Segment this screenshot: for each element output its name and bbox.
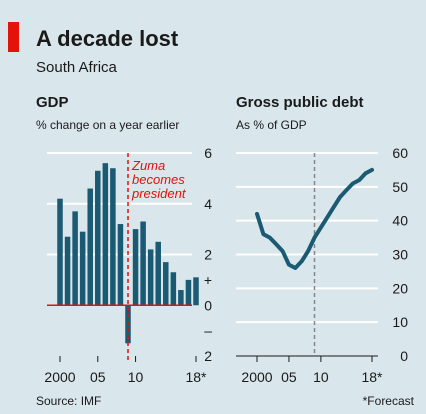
gdp-bar: [147, 249, 154, 306]
debt-x-tick-label: 2000: [241, 369, 272, 385]
source-note: Source: IMF: [36, 394, 102, 408]
gdp-x-tick-label: 10: [128, 369, 144, 385]
gdp-bar: [132, 229, 139, 306]
debt-line: [255, 167, 374, 270]
gdp-bar: [117, 224, 124, 306]
gdp-bar: [155, 241, 161, 306]
gdp-bar: [95, 170, 101, 306]
debt-y-tick-label: 20: [392, 280, 408, 296]
debt-y-tick-label: 40: [392, 213, 408, 229]
debt-y-tick-label: 30: [392, 247, 408, 263]
debt-y-tick-label: 60: [392, 145, 408, 161]
gdp-bar: [163, 262, 169, 306]
debt-panel-subtitle: As % of GDP: [236, 118, 307, 132]
gdp-y-tick-label: 2: [204, 247, 212, 263]
gdp-bar: [110, 168, 116, 306]
forecast-note: *Forecast: [362, 394, 414, 408]
gdp-x-tick-label: 2000: [44, 369, 75, 385]
debt-y-tick-label: 10: [392, 314, 408, 330]
gdp-bar: [87, 188, 93, 306]
debt-y-tick-label: 0: [400, 348, 408, 364]
gdp-x-tick-label: 18*: [185, 369, 207, 385]
gdp-bar: [64, 236, 71, 306]
gdp-bar: [185, 279, 192, 306]
annotation-label: Zuma: [131, 158, 165, 173]
gdp-x-tick-label: 05: [90, 369, 106, 385]
gdp-bar: [140, 221, 146, 306]
debt-panel-title: Gross public debt: [236, 94, 364, 111]
annotation-label: becomes: [132, 172, 185, 187]
debt-chart: 0 10 20 30 40 50 60 2000 05 10 18*: [236, 145, 408, 385]
gdp-y-tick-label: 0: [204, 297, 212, 313]
annotation-label: president: [131, 186, 187, 201]
gdp-y-tick-label: 4: [204, 196, 212, 212]
gdp-bar: [72, 211, 78, 306]
gdp-bar: [170, 272, 177, 306]
chart-subtitle: South Africa: [36, 59, 117, 76]
debt-x-tick-label: 05: [281, 369, 297, 385]
gdp-bar: [57, 198, 63, 306]
gdp-bar: [102, 163, 109, 306]
debt-x-tick-label: 10: [313, 369, 329, 385]
gdp-y-tick-label: –: [204, 323, 212, 339]
gdp-y-tick-label: +: [204, 272, 212, 288]
brand-tag: [8, 22, 19, 52]
gdp-y-tick-label: 2: [204, 348, 212, 364]
gdp-panel-title: GDP: [36, 94, 69, 111]
gdp-panel-subtitle: % change on a year earlier: [36, 118, 180, 132]
debt-x-tick-label: 18*: [361, 369, 383, 385]
chart-title: A decade lost: [36, 26, 179, 51]
debt-y-tick-label: 50: [392, 179, 408, 195]
gdp-bar: [193, 277, 199, 306]
gdp-y-tick-label: 6: [204, 145, 212, 161]
gdp-bar: [79, 231, 86, 306]
gdp-bar: [178, 290, 184, 306]
